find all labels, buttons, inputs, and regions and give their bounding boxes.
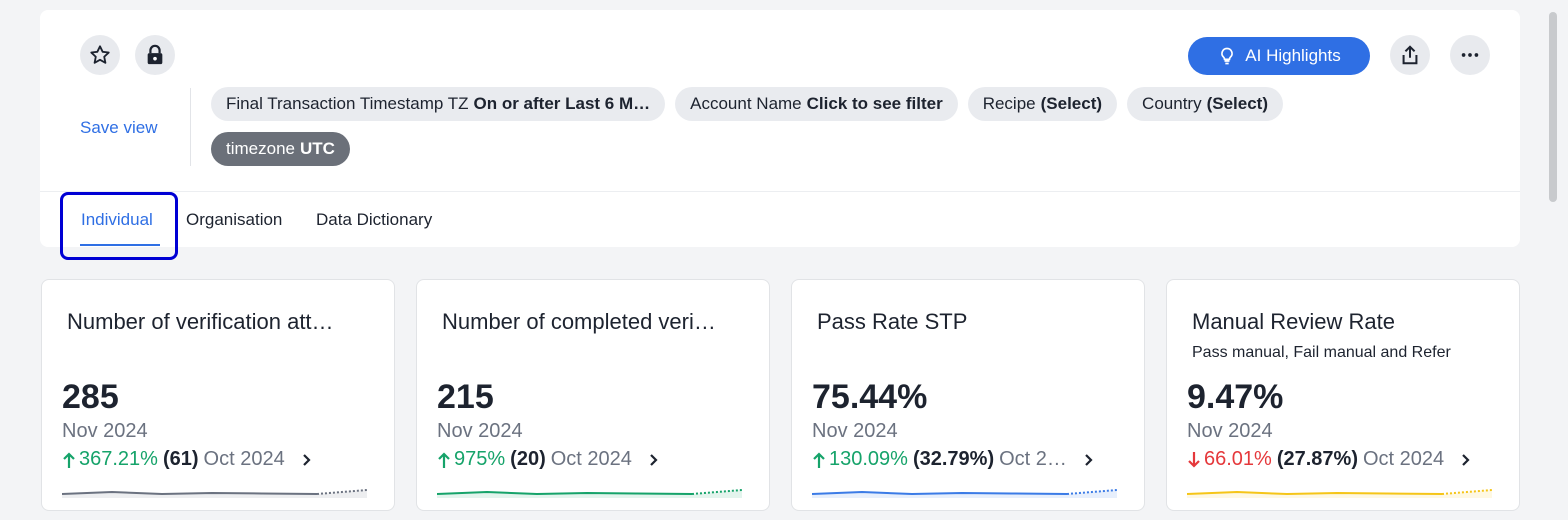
filter-label: timezone: [226, 139, 295, 158]
kpi-value: 75.44%: [812, 378, 928, 416]
change-percent: 367.21%: [79, 448, 158, 470]
kpi-value: 9.47%: [1187, 378, 1284, 416]
scrollbar[interactable]: [1549, 12, 1557, 202]
kpi-card[interactable]: Pass Rate STP 75.44% Nov 2024 130.09% (32.79…: [791, 279, 1145, 511]
separator: [190, 88, 191, 166]
chevron[interactable]: [291, 451, 321, 469]
kpi-title: Number of verification att…: [67, 309, 334, 334]
change-arrow: [63, 451, 75, 468]
kpi-card[interactable]: Number of verification att… 285 Nov 2024 36…: [41, 279, 395, 511]
chevron[interactable]: [1073, 451, 1103, 469]
kpi-period: Nov 2024: [1187, 420, 1273, 442]
change-value: (32.79%): [912, 448, 995, 470]
kpi-card[interactable]: Manual Review Rate Pass manual, Fail manu…: [1166, 279, 1520, 511]
kpi-period: Nov 2024: [812, 420, 898, 442]
chevron[interactable]: [638, 451, 668, 469]
kpi-title: Number of completed veri…: [442, 309, 716, 334]
kpi-period: Nov 2024: [437, 420, 523, 442]
change-percent: 66.01%: [1204, 448, 1272, 470]
kpi-value: 215: [437, 378, 494, 416]
kpi-change: 367.21% (61) Oct 2024: [62, 448, 321, 471]
filter-value: (Select): [1040, 94, 1103, 113]
sparkline: [1187, 489, 1493, 498]
filter-value: Click to see filter: [806, 94, 943, 113]
filter-label: Final Transaction Timestamp TZ: [226, 94, 469, 113]
kpi-card[interactable]: Number of completed veri… 215 Nov 2024 975%…: [416, 279, 770, 511]
kpi-value: 285: [62, 378, 119, 416]
filter-chip[interactable]: Account Name Click to see filter: [675, 87, 958, 121]
sparkline: [62, 489, 368, 498]
filter-label: Recipe: [982, 94, 1036, 113]
change-percent: 975%: [454, 448, 506, 470]
filter-value: On or after Last 6 M…: [473, 94, 651, 113]
change-percent: 130.09%: [829, 448, 908, 470]
comparison-period: Oct 2…: [999, 448, 1067, 470]
tab[interactable]: Organisation: [186, 210, 283, 229]
kpi-change: 130.09% (32.79%) Oct 2…: [812, 448, 1103, 471]
lock-button[interactable]: [135, 35, 175, 75]
comparison-period: Oct 2024: [203, 448, 285, 470]
tab[interactable]: Data Dictionary: [316, 210, 433, 229]
change-arrow: [438, 451, 450, 468]
filter-chip[interactable]: Recipe (Select): [967, 87, 1118, 121]
kpi-title: Manual Review Rate: [1192, 309, 1395, 334]
filter-chips: Final Transaction Timestamp TZ On or afte…: [211, 87, 1351, 166]
ai-highlights-button[interactable]: AI Highlights: [1188, 37, 1370, 75]
tab[interactable]: Individual: [81, 210, 153, 229]
comparison-period: Oct 2024: [550, 448, 632, 470]
change-value: (61): [162, 448, 199, 470]
divider: [40, 191, 1520, 192]
ai-label: AI Highlights: [1245, 46, 1341, 65]
filter-chip[interactable]: Final Transaction Timestamp TZ On or afte…: [211, 87, 666, 121]
sparkline: [437, 489, 743, 498]
kpi-title: Pass Rate STP: [817, 309, 968, 334]
tab-underline: [80, 244, 160, 246]
filter-label: Country: [1142, 94, 1202, 113]
change-arrow: [1188, 451, 1200, 468]
kpi-period: Nov 2024: [62, 420, 148, 442]
kpi-subtitle: Pass manual, Fail manual and Refer: [1192, 344, 1451, 361]
filter-value: UTC: [299, 139, 335, 158]
comparison-period: Oct 2024: [1363, 448, 1445, 470]
filter-chip[interactable]: timezone UTC: [211, 132, 350, 166]
favorite-button[interactable]: [80, 35, 120, 75]
share-button[interactable]: [1390, 35, 1430, 75]
highlight-box: [60, 192, 178, 260]
filter-value: (Select): [1206, 94, 1268, 113]
filter-chip[interactable]: Country (Select): [1127, 87, 1283, 121]
save-view-link[interactable]: Save view: [80, 118, 158, 137]
filter-label: Account Name: [690, 94, 802, 113]
change-value: (20): [510, 448, 546, 470]
chevron[interactable]: [1450, 451, 1480, 469]
kpi-change: 66.01% (27.87%) Oct 2024: [1187, 448, 1480, 471]
change-value: (27.87%): [1276, 448, 1358, 470]
change-arrow: [813, 451, 825, 468]
sparkline: [812, 489, 1118, 498]
more-button[interactable]: [1450, 35, 1490, 75]
kpi-change: 975% (20) Oct 2024: [437, 448, 668, 471]
